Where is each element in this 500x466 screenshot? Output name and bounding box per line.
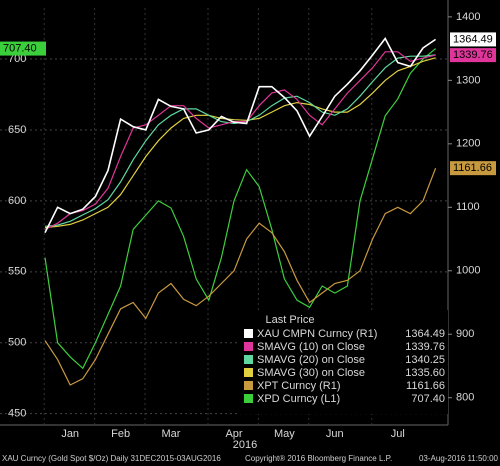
y2-tick-label: 1000 bbox=[456, 265, 480, 277]
y-tick-label: 700 bbox=[8, 53, 26, 65]
series-line bbox=[44, 57, 436, 229]
legend-swatch bbox=[244, 394, 253, 403]
legend-swatch bbox=[244, 381, 253, 390]
series-line bbox=[44, 51, 436, 231]
legend-value: 707.40 bbox=[411, 393, 445, 405]
legend-value: 1364.49 bbox=[405, 328, 445, 340]
y2-tick-label: 800 bbox=[456, 392, 474, 404]
value-tag bbox=[450, 48, 496, 63]
legend-label: SMAVG (20) on Close bbox=[257, 354, 365, 366]
legend-value: 1339.76 bbox=[405, 341, 445, 353]
legend-value: 1340.25 bbox=[405, 354, 445, 366]
value-tag bbox=[450, 32, 496, 47]
y2-tick-label: 900 bbox=[456, 328, 474, 340]
legend-label: SMAVG (30) on Close bbox=[257, 367, 365, 379]
x-tick-label: Apr bbox=[225, 428, 242, 440]
value-tag-label: 1161.66 bbox=[453, 162, 492, 174]
value-tag bbox=[450, 161, 496, 176]
y-tick-label: 500 bbox=[8, 337, 26, 349]
legend-value: 1161.66 bbox=[406, 380, 445, 392]
value-tag bbox=[0, 41, 46, 56]
x-tick-label: Jun bbox=[326, 428, 344, 440]
y2-tick-label: 1100 bbox=[456, 201, 480, 213]
footer: Copyright® 2016 Bloomberg Finance L.P. bbox=[245, 454, 392, 463]
legend-label: SMAVG (10) on Close bbox=[257, 341, 365, 353]
legend-swatch bbox=[244, 329, 253, 338]
x-tick-label: Jul bbox=[391, 428, 405, 440]
x-axis-label: 2016 bbox=[233, 439, 257, 451]
y-tick-label: 550 bbox=[8, 266, 26, 278]
legend-label: XPD Curncy (L1) bbox=[257, 393, 340, 405]
y2-tick-label: 1200 bbox=[456, 138, 480, 150]
value-tag-label: 1364.49 bbox=[453, 33, 493, 45]
series-line bbox=[44, 167, 437, 386]
y2-tick-label: 1400 bbox=[456, 11, 480, 23]
series-line bbox=[44, 48, 436, 370]
x-tick-label: May bbox=[274, 428, 295, 440]
x-tick-label: Feb bbox=[111, 428, 130, 440]
y-tick-label: 650 bbox=[8, 124, 26, 136]
y2-tick-label: 1300 bbox=[456, 74, 480, 86]
y-tick-label: 450 bbox=[8, 408, 26, 420]
footer: 03-Aug-2016 11:50:00 bbox=[419, 454, 499, 463]
legend-label: XPT Curncy (R1) bbox=[257, 380, 341, 392]
legend-swatch bbox=[244, 368, 253, 377]
legend-label: XAU CMPN Curncy (R1) bbox=[257, 328, 377, 340]
legend-title: Last Price bbox=[266, 314, 315, 326]
legend: Last Price XAU CMPN Curncy (R1) 1364.49 SM… bbox=[238, 310, 448, 414]
legend-swatch bbox=[244, 355, 253, 364]
series-line bbox=[44, 37, 437, 234]
value-tag-label: 1339.76 bbox=[453, 49, 493, 61]
footer: XAU Curncy (Gold Spot $/Oz) Daily 31DEC2… bbox=[2, 454, 221, 463]
legend-value: 1335.60 bbox=[405, 367, 445, 379]
legend-swatch bbox=[244, 342, 253, 351]
x-tick-label: Mar bbox=[162, 428, 181, 440]
x-tick-label: Jan bbox=[61, 428, 79, 440]
value-tag-label: 707.40 bbox=[3, 42, 37, 54]
y-tick-label: 600 bbox=[8, 195, 26, 207]
legend-box bbox=[238, 310, 448, 414]
